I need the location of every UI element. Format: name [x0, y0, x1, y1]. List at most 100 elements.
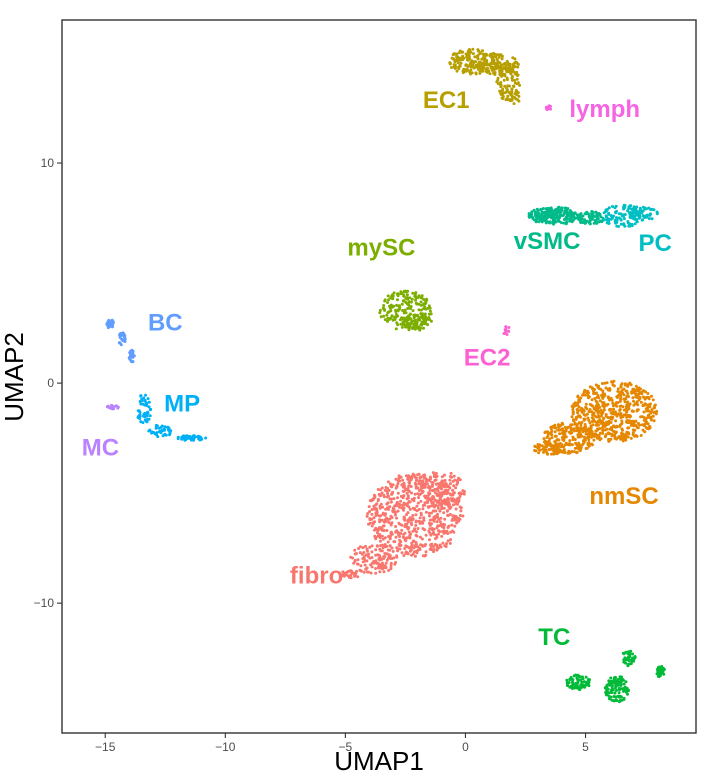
point [366, 512, 370, 516]
point [537, 445, 541, 449]
point [545, 210, 549, 214]
point [585, 446, 589, 450]
point [403, 484, 406, 488]
point [579, 444, 583, 448]
point [451, 503, 455, 507]
point [435, 501, 439, 504]
point [386, 540, 390, 544]
point [641, 395, 645, 399]
point [419, 511, 423, 515]
point [445, 509, 449, 513]
point [600, 382, 604, 385]
point [419, 484, 423, 488]
point [601, 404, 605, 408]
point [652, 419, 656, 423]
point [367, 552, 371, 556]
point [534, 215, 538, 219]
point [554, 216, 558, 220]
point [576, 409, 580, 413]
point [386, 294, 390, 298]
point [601, 396, 605, 400]
point [412, 550, 416, 554]
point [407, 306, 411, 310]
point [453, 63, 457, 67]
cluster-points-TC [565, 649, 666, 704]
point [642, 410, 646, 414]
point [560, 428, 564, 432]
cluster-points-EC1 [448, 47, 522, 106]
point [464, 63, 468, 67]
point [647, 427, 651, 431]
point [590, 398, 594, 402]
point [394, 535, 398, 539]
point [383, 566, 387, 569]
point [424, 543, 427, 546]
point [619, 397, 622, 401]
point [405, 318, 409, 322]
point [392, 291, 396, 295]
x-tick-label: 5 [582, 740, 589, 754]
point [584, 212, 588, 216]
point [636, 212, 640, 215]
point [402, 489, 406, 493]
point [419, 308, 423, 312]
point [627, 382, 631, 386]
point [494, 61, 498, 65]
point [418, 521, 422, 525]
point [420, 543, 424, 547]
point [629, 658, 633, 662]
point [396, 549, 400, 553]
point [419, 296, 423, 300]
point [408, 322, 412, 326]
point [437, 517, 441, 521]
point [590, 419, 594, 423]
point [597, 409, 601, 413]
point [547, 431, 551, 435]
point [370, 524, 374, 528]
point [353, 548, 357, 552]
point [572, 215, 576, 219]
point [654, 412, 658, 416]
point [402, 299, 406, 303]
point [383, 298, 387, 302]
point [612, 699, 616, 703]
point [385, 313, 389, 317]
point [629, 414, 632, 418]
point [631, 396, 635, 400]
cluster-points-fibro [339, 471, 466, 580]
points-layer [105, 47, 666, 704]
point [630, 391, 634, 395]
point [571, 410, 575, 414]
cluster-label-fibro: fibro [290, 562, 343, 589]
point [448, 61, 452, 65]
point [612, 433, 616, 437]
point [581, 214, 585, 218]
point [416, 486, 420, 490]
point [137, 409, 141, 413]
point [353, 573, 357, 577]
point [359, 569, 363, 573]
point [512, 70, 516, 74]
point [377, 557, 381, 561]
point [398, 479, 402, 483]
point [572, 419, 575, 423]
point [450, 56, 454, 60]
point [396, 292, 400, 296]
point [155, 431, 159, 435]
point [507, 326, 511, 329]
point [411, 291, 415, 295]
point [550, 445, 554, 449]
point [577, 414, 581, 418]
point [643, 422, 647, 426]
point [402, 508, 405, 512]
point [419, 475, 423, 479]
point [427, 304, 431, 308]
point [506, 70, 510, 73]
point [390, 492, 394, 496]
point [399, 499, 403, 503]
point [553, 424, 557, 428]
point [386, 480, 390, 484]
point [431, 489, 434, 493]
point [401, 309, 405, 312]
point [591, 404, 595, 408]
